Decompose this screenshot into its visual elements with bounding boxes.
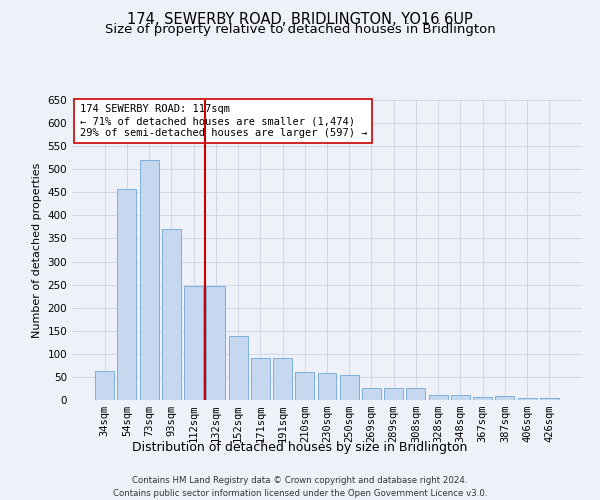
Bar (95, 372, 114, 400)
Bar (140, 160, 158, 400)
Bar (273, 358, 292, 400)
Bar (206, 286, 225, 400)
Bar (384, 388, 403, 400)
Text: Distribution of detached houses by size in Bridlington: Distribution of detached houses by size … (133, 441, 467, 454)
Bar (317, 373, 337, 400)
Bar (118, 189, 136, 400)
Text: Size of property relative to detached houses in Bridlington: Size of property relative to detached ho… (104, 22, 496, 36)
Bar (184, 286, 203, 400)
Bar (229, 336, 248, 400)
Text: Contains HM Land Registry data © Crown copyright and database right 2024.
Contai: Contains HM Land Registry data © Crown c… (113, 476, 487, 498)
Bar (473, 397, 492, 400)
Text: 174 SEWERBY ROAD: 117sqm
← 71% of detached houses are smaller (1,474)
29% of sem: 174 SEWERBY ROAD: 117sqm ← 71% of detach… (80, 104, 367, 138)
Bar (540, 398, 559, 400)
Bar (295, 372, 314, 400)
Bar (518, 398, 536, 400)
Bar (251, 358, 270, 400)
Bar (429, 395, 448, 400)
Y-axis label: Number of detached properties: Number of detached properties (32, 162, 42, 338)
Bar (451, 395, 470, 400)
Bar (362, 388, 381, 400)
Text: 174, SEWERBY ROAD, BRIDLINGTON, YO16 6UP: 174, SEWERBY ROAD, BRIDLINGTON, YO16 6UP (127, 12, 473, 28)
Bar (162, 229, 181, 400)
Bar (496, 396, 514, 400)
Bar (340, 374, 359, 400)
Bar (406, 388, 425, 400)
